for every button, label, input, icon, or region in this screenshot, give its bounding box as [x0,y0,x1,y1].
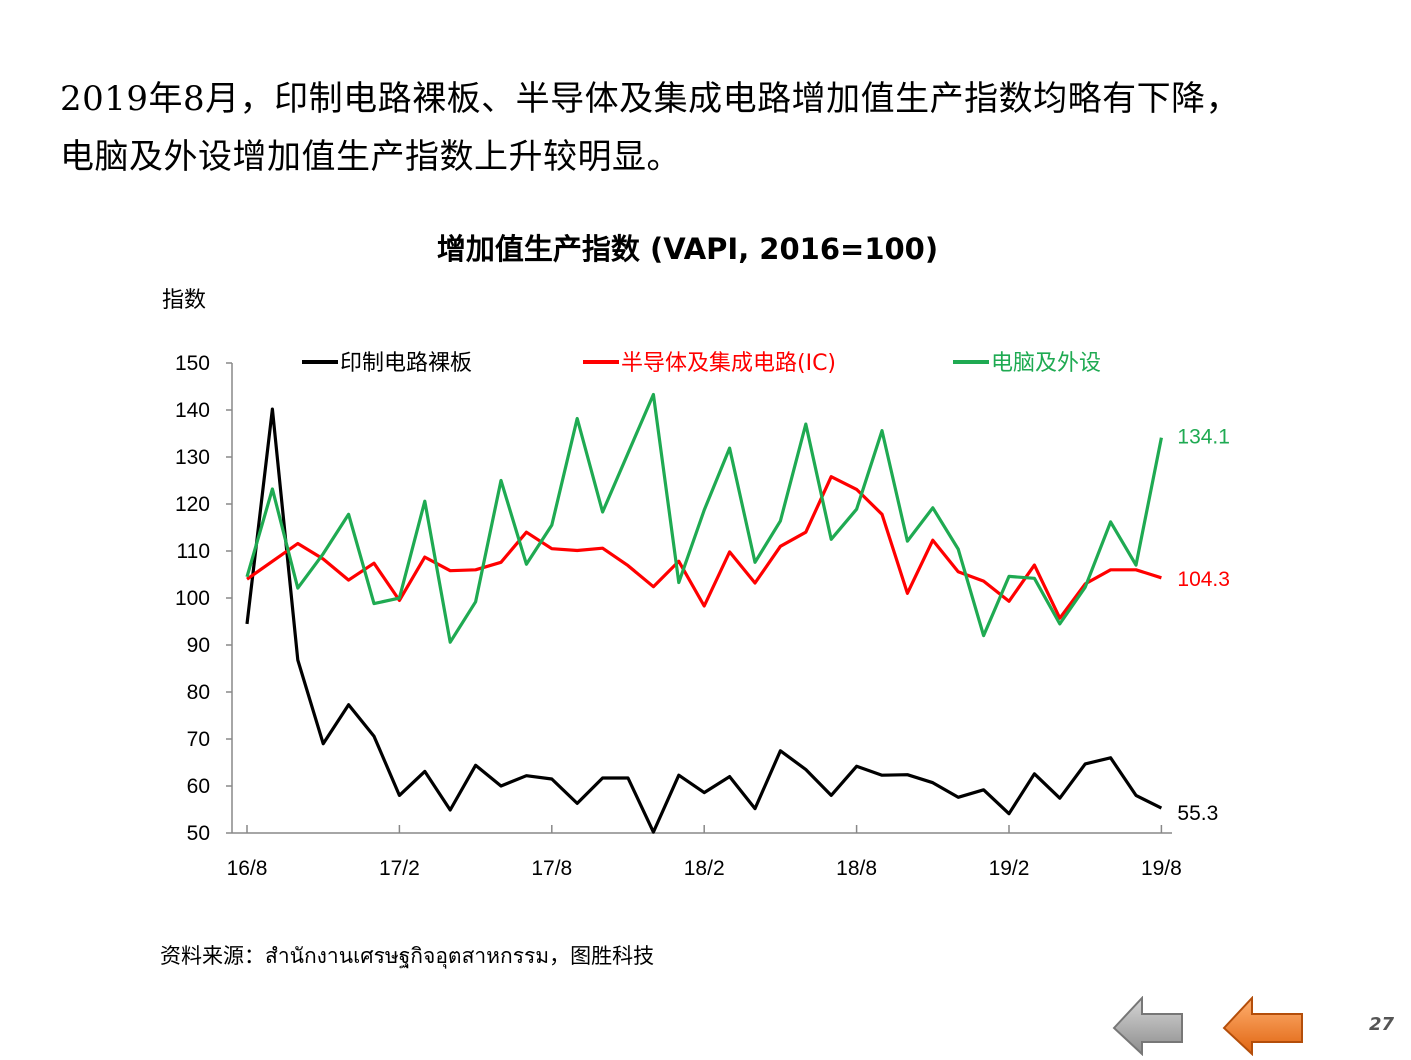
next-slide-button[interactable] [1220,995,1320,1057]
previous-slide-button[interactable] [1110,995,1210,1057]
legend-label: 电脑及外设 [991,351,1101,376]
arrow-left-orange-icon [1222,995,1303,1057]
y-tick-label: 130 [175,446,210,469]
x-tick-label: 17/2 [379,857,420,880]
x-tick-label: 16/8 [227,857,268,880]
x-tick-label: 18/8 [836,857,877,880]
y-tick-label: 80 [187,681,210,704]
y-tick-label: 110 [177,540,210,563]
x-tick-label: 19/2 [989,857,1030,880]
x-tick-label: 18/2 [684,857,725,880]
slide-headline: 2019年8月，印制电路裸板、半导体及集成电路增加值生产指数均略有下降， 电脑及… [60,70,1380,186]
headline-line-1: 2019年8月，印制电路裸板、半导体及集成电路增加值生产指数均略有下降， [60,79,1241,119]
end-value-label: 55.3 [1177,802,1218,825]
source-note: 资料来源：สำนักงานเศรษฐกิจอุตสาหกรรม，图胜科技 [160,944,655,968]
end-value-label: 134.1 [1177,426,1230,449]
legend-label: 半导体及集成电路(IC) [621,351,836,376]
arrow-left-gray-icon [1112,995,1183,1057]
y-tick-label: 140 [175,399,210,422]
y-tick-label: 70 [187,728,210,751]
series-line-1 [245,407,1163,834]
y-tick-label: 100 [175,587,210,610]
page-number: 27 [1368,1014,1394,1035]
x-tick-label: 19/8 [1141,857,1182,880]
y-tick-label: 150 [175,352,210,375]
series-line-2 [246,475,1162,620]
chart-title: 增加值生产指数 (VAPI, 2016=100) [436,232,939,266]
end-value-label: 104.3 [1177,568,1230,591]
y-tick-label: 60 [187,775,210,798]
headline-line-2: 电脑及外设增加值生产指数上升较明显。 [60,137,681,177]
y-axis-label: 指数 [162,288,207,313]
series-line-3 [245,392,1163,644]
y-tick-label: 120 [175,493,210,516]
y-tick-label: 90 [187,634,210,657]
y-tick-label: 50 [187,822,210,845]
legend-label: 印制电路裸板 [340,351,472,376]
x-tick-label: 17/8 [531,857,572,880]
